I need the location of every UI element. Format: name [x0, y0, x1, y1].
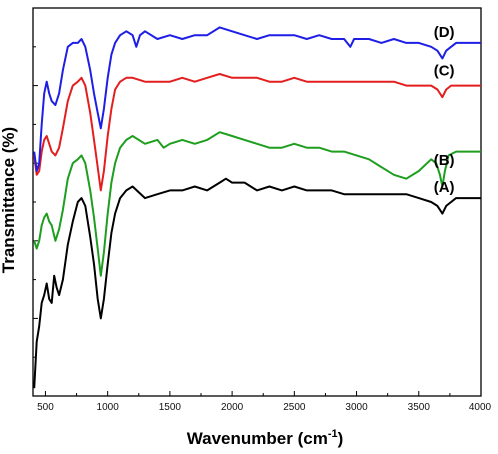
- series-labels: (A) (B) (C) (D): [434, 24, 455, 196]
- x-tick-label: 4000: [469, 402, 492, 413]
- x-tick-label: 2500: [283, 402, 306, 413]
- x-tick-label: 1500: [159, 402, 182, 413]
- series-label-d: (D): [434, 24, 455, 41]
- y-axis-ticks: [33, 46, 38, 358]
- series-line-d: [33, 26, 481, 172]
- x-tick-label: 2000: [221, 402, 244, 413]
- series-label-a: (A): [434, 179, 455, 196]
- series-lines: [33, 26, 481, 389]
- series-line-a: [33, 177, 481, 389]
- series-label-b: (B): [434, 152, 455, 169]
- x-tick-label: 500: [37, 402, 54, 413]
- x-axis-tick-labels: 500 1000 1500 2000 2500 3000 3500 4000: [37, 402, 491, 413]
- y-axis-title: Transmittance (%): [0, 127, 18, 273]
- x-axis-title: Wavenumber (cm-1): [187, 428, 344, 448]
- x-axis-title-tail: ): [338, 429, 344, 448]
- series-line-b: [33, 131, 481, 277]
- x-axis-ticks: [44, 391, 482, 396]
- series-line-c: [33, 73, 481, 192]
- x-axis-title-superscript: -1: [328, 428, 338, 440]
- x-tick-label: 3500: [408, 402, 431, 413]
- x-tick-label: 3000: [345, 402, 368, 413]
- series-label-c: (C): [434, 63, 455, 80]
- plot-frame: [32, 7, 482, 397]
- x-tick-label: 1000: [97, 402, 120, 413]
